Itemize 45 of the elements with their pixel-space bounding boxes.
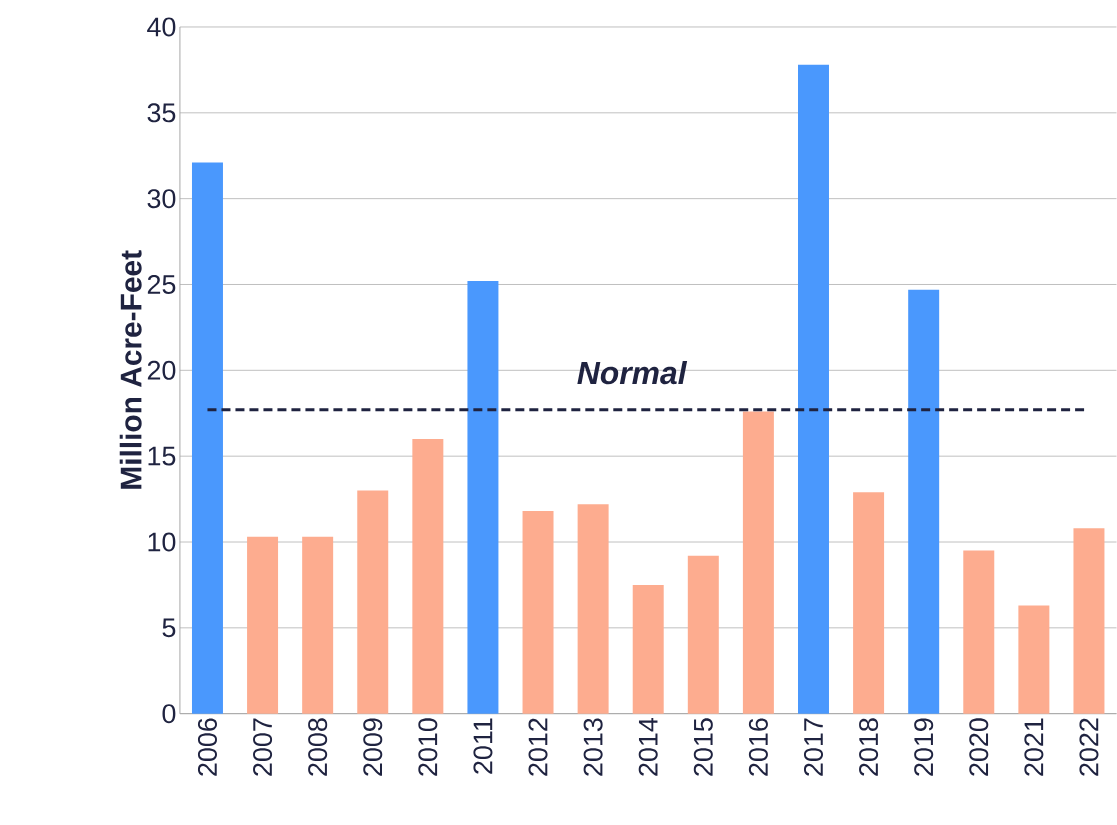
x-tick-label: 2017	[803, 718, 824, 776]
bar	[742, 411, 774, 714]
x-tick-label: 2008	[308, 718, 328, 776]
y-tick-label: 25	[147, 275, 176, 295]
x-tick-label: 2015	[693, 718, 713, 776]
x-tick-label: 2014	[638, 718, 658, 776]
x-tick-label: 2016	[748, 718, 768, 776]
x-tick-label: 2020	[969, 718, 989, 776]
x-tick-label: 2018	[859, 718, 879, 776]
bar	[191, 162, 223, 714]
x-tick-label: 2007	[253, 718, 273, 776]
y-tick-label: 0	[162, 704, 176, 724]
bar	[798, 64, 829, 714]
ref-line-label: Normal	[577, 361, 688, 385]
bar	[247, 537, 279, 714]
x-tick-label: 2021	[1024, 718, 1044, 776]
bar	[963, 550, 995, 714]
bar	[632, 585, 664, 714]
y-tick-label: 35	[147, 103, 176, 123]
bar	[302, 537, 334, 714]
bar	[467, 281, 499, 714]
bar	[853, 492, 885, 714]
bar	[908, 289, 940, 714]
x-tick-label: 2022	[1079, 718, 1099, 776]
bar	[522, 511, 554, 714]
y-tick-label: 10	[148, 532, 176, 552]
bar	[1018, 605, 1050, 714]
x-tick-label: 2006	[197, 718, 217, 776]
y-tick-label: 15	[148, 446, 176, 466]
bar	[1073, 528, 1105, 714]
y-tick-label: 40	[147, 17, 176, 37]
bar	[357, 490, 389, 714]
x-tick-label: 2013	[583, 718, 603, 776]
y-tick-label: 20	[147, 361, 176, 381]
bar	[577, 504, 609, 714]
x-tick-label: 2010	[418, 718, 438, 776]
bar	[687, 555, 719, 714]
y-tick-label: 5	[162, 618, 176, 638]
y-axis-title: Million Acre-Feet	[119, 250, 142, 489]
x-tick-label: 2019	[914, 718, 934, 776]
x-tick-label: 2009	[363, 718, 383, 776]
y-tick-label: 30	[147, 189, 176, 209]
bar	[412, 439, 444, 714]
x-tick-label: 2011	[473, 718, 493, 774]
x-tick-label: 2012	[528, 718, 548, 776]
